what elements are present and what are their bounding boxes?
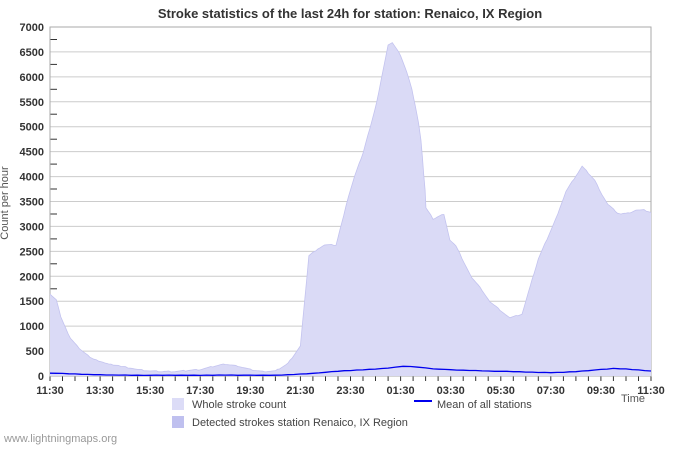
svg-text:3500: 3500 — [20, 197, 44, 209]
svg-text:17:30: 17:30 — [186, 385, 214, 397]
svg-text:5000: 5000 — [20, 122, 44, 134]
svg-text:1000: 1000 — [20, 321, 44, 333]
svg-text:4000: 4000 — [20, 172, 44, 184]
svg-text:2500: 2500 — [20, 246, 44, 258]
svg-text:6000: 6000 — [20, 72, 44, 84]
svg-text:1500: 1500 — [20, 296, 44, 308]
svg-text:13:30: 13:30 — [86, 385, 114, 397]
svg-text:19:30: 19:30 — [236, 385, 264, 397]
svg-text:01:30: 01:30 — [387, 385, 415, 397]
svg-text:7000: 7000 — [20, 22, 44, 34]
svg-text:07:30: 07:30 — [537, 385, 565, 397]
svg-text:500: 500 — [26, 346, 44, 358]
svg-text:2000: 2000 — [20, 271, 44, 283]
svg-text:5500: 5500 — [20, 97, 44, 109]
svg-text:15:30: 15:30 — [136, 385, 164, 397]
svg-text:3000: 3000 — [20, 221, 44, 233]
svg-text:21:30: 21:30 — [286, 385, 314, 397]
svg-text:6500: 6500 — [20, 47, 44, 59]
svg-text:0: 0 — [38, 371, 44, 383]
svg-text:03:30: 03:30 — [437, 385, 465, 397]
svg-text:23:30: 23:30 — [336, 385, 364, 397]
svg-text:05:30: 05:30 — [487, 385, 515, 397]
svg-text:4500: 4500 — [20, 147, 44, 159]
svg-text:09:30: 09:30 — [587, 385, 615, 397]
svg-text:11:30: 11:30 — [36, 385, 64, 397]
